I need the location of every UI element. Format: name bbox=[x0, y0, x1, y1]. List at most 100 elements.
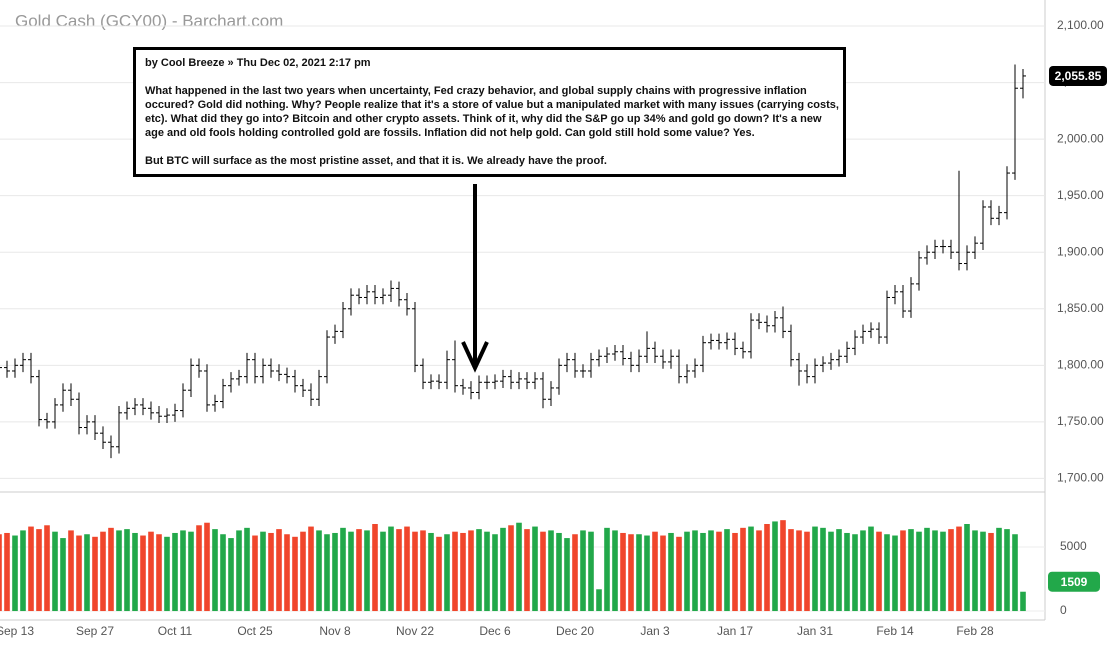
y-tick-label: 1,750.00 bbox=[1057, 414, 1104, 428]
chart-title: Gold Cash (GCY00) - Barchart.com bbox=[15, 11, 283, 30]
volume-bar bbox=[988, 532, 994, 612]
x-tick-label: Nov 8 bbox=[319, 624, 351, 638]
volume-bar bbox=[964, 524, 970, 612]
x-tick-label: Sep 27 bbox=[76, 624, 114, 638]
volume-bar bbox=[532, 526, 538, 612]
volume-bar bbox=[756, 530, 762, 612]
volume-bar bbox=[972, 530, 978, 612]
volume-bar bbox=[660, 535, 666, 612]
volume-bar bbox=[36, 529, 42, 612]
volume-bar bbox=[788, 529, 794, 612]
volume-bar bbox=[300, 531, 306, 612]
annotation: by Cool Breeze » Thu Dec 02, 2021 2:17 p… bbox=[133, 47, 846, 177]
volume-bar bbox=[524, 529, 530, 612]
volume-bar bbox=[996, 527, 1002, 612]
volume-bar bbox=[228, 538, 234, 612]
volume-bar bbox=[980, 531, 986, 612]
y-tick-label: 5000 bbox=[1060, 539, 1087, 553]
volume-bar bbox=[348, 531, 354, 612]
volume-bar bbox=[12, 535, 18, 612]
volume-bar bbox=[860, 530, 866, 612]
volume-bar bbox=[436, 536, 442, 612]
volume-bar bbox=[260, 531, 266, 612]
volume-bar bbox=[380, 531, 386, 612]
x-tick-label: Oct 11 bbox=[158, 624, 193, 638]
y-tick-label: 1,950.00 bbox=[1057, 188, 1104, 202]
volume-bar bbox=[956, 526, 962, 612]
volume-bar bbox=[148, 531, 154, 612]
volume-bar bbox=[628, 534, 634, 612]
volume-bar bbox=[884, 534, 890, 612]
volume-bar bbox=[444, 534, 450, 612]
volume-bar bbox=[716, 531, 722, 612]
volume-bar bbox=[0, 534, 2, 612]
volume-bar bbox=[604, 527, 610, 612]
volume-bar bbox=[492, 534, 498, 612]
volume-bar bbox=[172, 532, 178, 612]
x-tick-label: Jan 17 bbox=[717, 624, 753, 638]
volume-bar bbox=[908, 529, 914, 612]
y-tick-label: 1,850.00 bbox=[1057, 301, 1104, 315]
volume-bar bbox=[708, 530, 714, 612]
volume-badge bbox=[1048, 571, 1100, 592]
volume-bar bbox=[820, 527, 826, 612]
x-tick-label: Jan 3 bbox=[640, 624, 670, 638]
volume-bar bbox=[108, 527, 114, 612]
volume-bar bbox=[388, 526, 394, 612]
volume-bar bbox=[252, 535, 258, 612]
volume-bar bbox=[796, 530, 802, 612]
volume-bar bbox=[116, 530, 122, 612]
volume-bar bbox=[188, 531, 194, 612]
volume-bar bbox=[284, 534, 290, 612]
volume-bar bbox=[932, 530, 938, 612]
volume-bar bbox=[508, 525, 514, 612]
volume-bar bbox=[356, 529, 362, 612]
volume-bar bbox=[124, 529, 130, 612]
volume-bar bbox=[316, 530, 322, 612]
volume-bar bbox=[412, 531, 418, 612]
volume-bar bbox=[652, 531, 658, 612]
volume-bar bbox=[164, 536, 170, 612]
volume-bar bbox=[724, 529, 730, 612]
volume-bar bbox=[340, 527, 346, 612]
volume-bar bbox=[180, 530, 186, 612]
volume-bar bbox=[580, 530, 586, 612]
volume-bar bbox=[516, 522, 522, 612]
volume-bar bbox=[780, 520, 786, 612]
x-tick-label: Dec 20 bbox=[556, 624, 594, 638]
volume-bar bbox=[132, 532, 138, 612]
volume-bar bbox=[1012, 534, 1018, 612]
volume-bar bbox=[852, 534, 858, 612]
y-tick-label: 1,800.00 bbox=[1057, 357, 1104, 371]
volume-bar bbox=[140, 535, 146, 612]
y-tick-label: 0 bbox=[1060, 603, 1067, 617]
y-tick-label: 1,900.00 bbox=[1057, 244, 1104, 258]
volume-bar bbox=[916, 531, 922, 612]
volume-bar bbox=[92, 536, 98, 612]
volume-bar bbox=[332, 532, 338, 612]
volume-bar bbox=[564, 538, 570, 612]
volume-bar bbox=[420, 530, 426, 612]
arrow bbox=[461, 184, 489, 373]
volume-bar bbox=[468, 530, 474, 612]
volume-bar bbox=[812, 526, 818, 612]
volume-bar bbox=[484, 531, 490, 612]
volume-bar bbox=[268, 532, 274, 612]
volume-bar bbox=[396, 529, 402, 612]
volume-bar bbox=[100, 531, 106, 612]
volume-bar bbox=[212, 529, 218, 612]
volume-bar bbox=[924, 527, 930, 612]
x-tick-label: Jan 31 bbox=[797, 624, 833, 638]
volume-bar bbox=[20, 530, 26, 612]
volume-bar bbox=[676, 536, 682, 612]
volume-bar bbox=[548, 530, 554, 612]
volume-bar bbox=[596, 589, 602, 612]
volume-bar bbox=[1020, 591, 1026, 612]
volume-bar bbox=[428, 532, 434, 612]
volume-bar bbox=[844, 532, 850, 612]
volume-bar bbox=[828, 531, 834, 612]
volume-bar bbox=[636, 534, 642, 612]
y-tick-label: 1,700.00 bbox=[1057, 471, 1104, 485]
last-price-label: 2,055.85 bbox=[1055, 69, 1102, 83]
